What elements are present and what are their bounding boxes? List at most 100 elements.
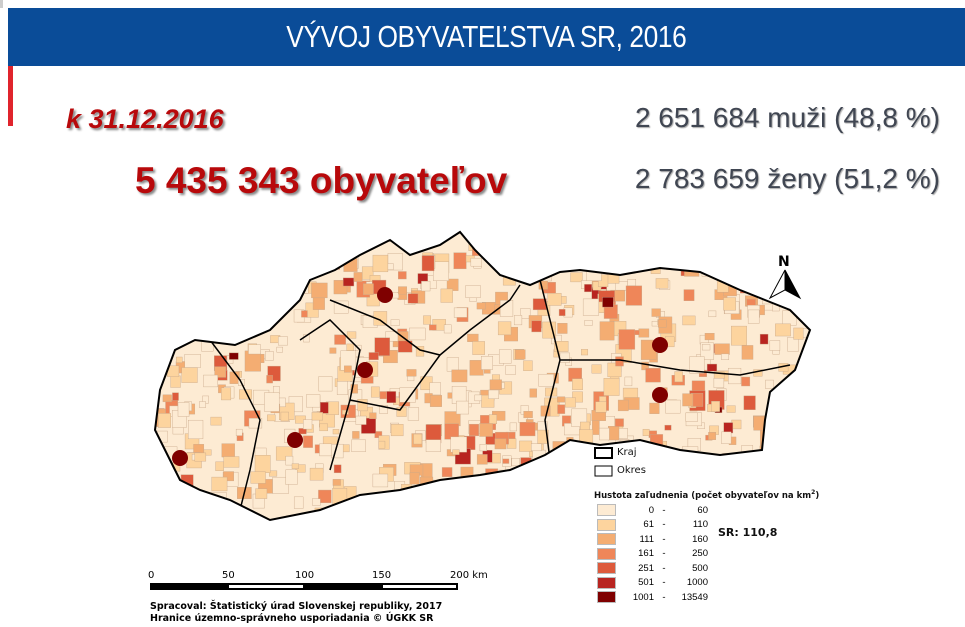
district-cell bbox=[723, 422, 734, 434]
district-cell bbox=[551, 469, 567, 484]
legend-dash: - bbox=[662, 504, 666, 516]
district-cell bbox=[793, 327, 804, 340]
district-cell bbox=[301, 310, 308, 318]
district-cell bbox=[340, 514, 357, 520]
legend-swatch bbox=[597, 504, 616, 516]
district-cell bbox=[170, 375, 181, 388]
district-cell bbox=[317, 521, 328, 534]
district-cell bbox=[564, 447, 577, 463]
district-cell bbox=[695, 245, 708, 259]
district-cell bbox=[544, 469, 553, 480]
city-cell bbox=[172, 450, 188, 466]
district-cell bbox=[309, 467, 324, 481]
district-cell bbox=[700, 468, 711, 478]
district-cell bbox=[494, 438, 507, 450]
district-cell bbox=[449, 520, 459, 533]
district-cell bbox=[255, 488, 268, 499]
district-cell bbox=[613, 477, 621, 483]
district-cell bbox=[721, 353, 730, 360]
district-cell bbox=[344, 365, 352, 373]
district-cell bbox=[502, 458, 510, 464]
district-cell bbox=[177, 402, 190, 417]
legend-dash: - bbox=[662, 562, 666, 574]
district-cell bbox=[214, 366, 226, 378]
legend-class: 501- 1000 bbox=[597, 576, 708, 589]
district-cell bbox=[700, 472, 711, 483]
district-cell bbox=[407, 375, 415, 382]
credit-line: Hranice územno-správneho usporiadania © … bbox=[150, 613, 434, 624]
district-cell bbox=[556, 487, 564, 497]
district-cell bbox=[155, 390, 160, 399]
district-cell bbox=[169, 272, 178, 281]
district-cell bbox=[574, 504, 582, 512]
district-cell bbox=[787, 337, 799, 352]
legend-class: 61- 110 bbox=[597, 518, 708, 531]
district-cell bbox=[407, 293, 419, 304]
district-cell bbox=[252, 524, 261, 533]
district-cell bbox=[421, 255, 435, 272]
legend-class: 0- 60 bbox=[597, 504, 708, 516]
district-cell bbox=[789, 466, 802, 478]
district-cell bbox=[579, 429, 594, 443]
kraj-boundary bbox=[209, 339, 261, 511]
district-cell bbox=[163, 296, 180, 314]
north-arrow-icon bbox=[784, 269, 802, 300]
district-cell bbox=[470, 257, 483, 267]
district-cell bbox=[340, 244, 354, 258]
district-cell bbox=[488, 414, 498, 425]
kraj-boundary bbox=[560, 359, 791, 376]
legend-high: 110 bbox=[692, 519, 708, 530]
district-cell bbox=[352, 431, 360, 439]
district-cell bbox=[558, 309, 566, 316]
district-cell bbox=[773, 398, 783, 406]
district-cell bbox=[805, 504, 810, 515]
legend-high: 13549 bbox=[681, 591, 708, 603]
district-cell bbox=[269, 294, 280, 306]
district-cell bbox=[497, 321, 512, 336]
district-cell bbox=[169, 306, 180, 315]
district-cell bbox=[725, 469, 738, 482]
district-cell bbox=[739, 242, 750, 251]
district-cell bbox=[413, 433, 423, 445]
district-cell bbox=[451, 369, 468, 383]
district-cell bbox=[685, 412, 698, 422]
district-cell bbox=[479, 501, 495, 514]
district-cell bbox=[343, 523, 350, 529]
district-cell bbox=[759, 243, 772, 257]
district-cell bbox=[179, 284, 193, 301]
district-cell bbox=[483, 232, 491, 240]
district-cell bbox=[735, 501, 745, 512]
district-cell bbox=[800, 437, 809, 448]
district-cell bbox=[465, 285, 481, 298]
district-cell bbox=[582, 298, 599, 316]
district-cell bbox=[262, 302, 271, 312]
district-cell bbox=[658, 319, 667, 328]
district-cell bbox=[723, 255, 731, 264]
district-cell bbox=[223, 471, 234, 482]
district-cell bbox=[555, 487, 567, 498]
district-cell bbox=[169, 253, 177, 261]
district-cell bbox=[449, 509, 457, 515]
district-cell bbox=[779, 431, 794, 445]
district-cell bbox=[398, 271, 407, 280]
district-cell bbox=[792, 518, 806, 520]
men-count: 2 651 684 muži (48,8 %) bbox=[634, 102, 940, 133]
district-cell bbox=[505, 365, 516, 375]
district-cell bbox=[581, 349, 589, 356]
district-cell bbox=[701, 344, 711, 351]
district-cell bbox=[779, 512, 796, 520]
district-cell bbox=[403, 522, 414, 531]
district-cell bbox=[570, 272, 583, 283]
district-cell bbox=[802, 505, 810, 514]
district-cell bbox=[511, 264, 519, 274]
district-cell bbox=[661, 251, 671, 259]
district-cell bbox=[599, 321, 615, 341]
district-cell bbox=[353, 272, 363, 282]
district-cell bbox=[362, 512, 379, 520]
district-cell bbox=[489, 519, 497, 520]
legend-dash: - bbox=[662, 548, 666, 559]
city-cell bbox=[652, 337, 668, 353]
district-cell bbox=[155, 283, 167, 293]
district-cell bbox=[682, 446, 699, 462]
district-cell bbox=[726, 405, 736, 413]
